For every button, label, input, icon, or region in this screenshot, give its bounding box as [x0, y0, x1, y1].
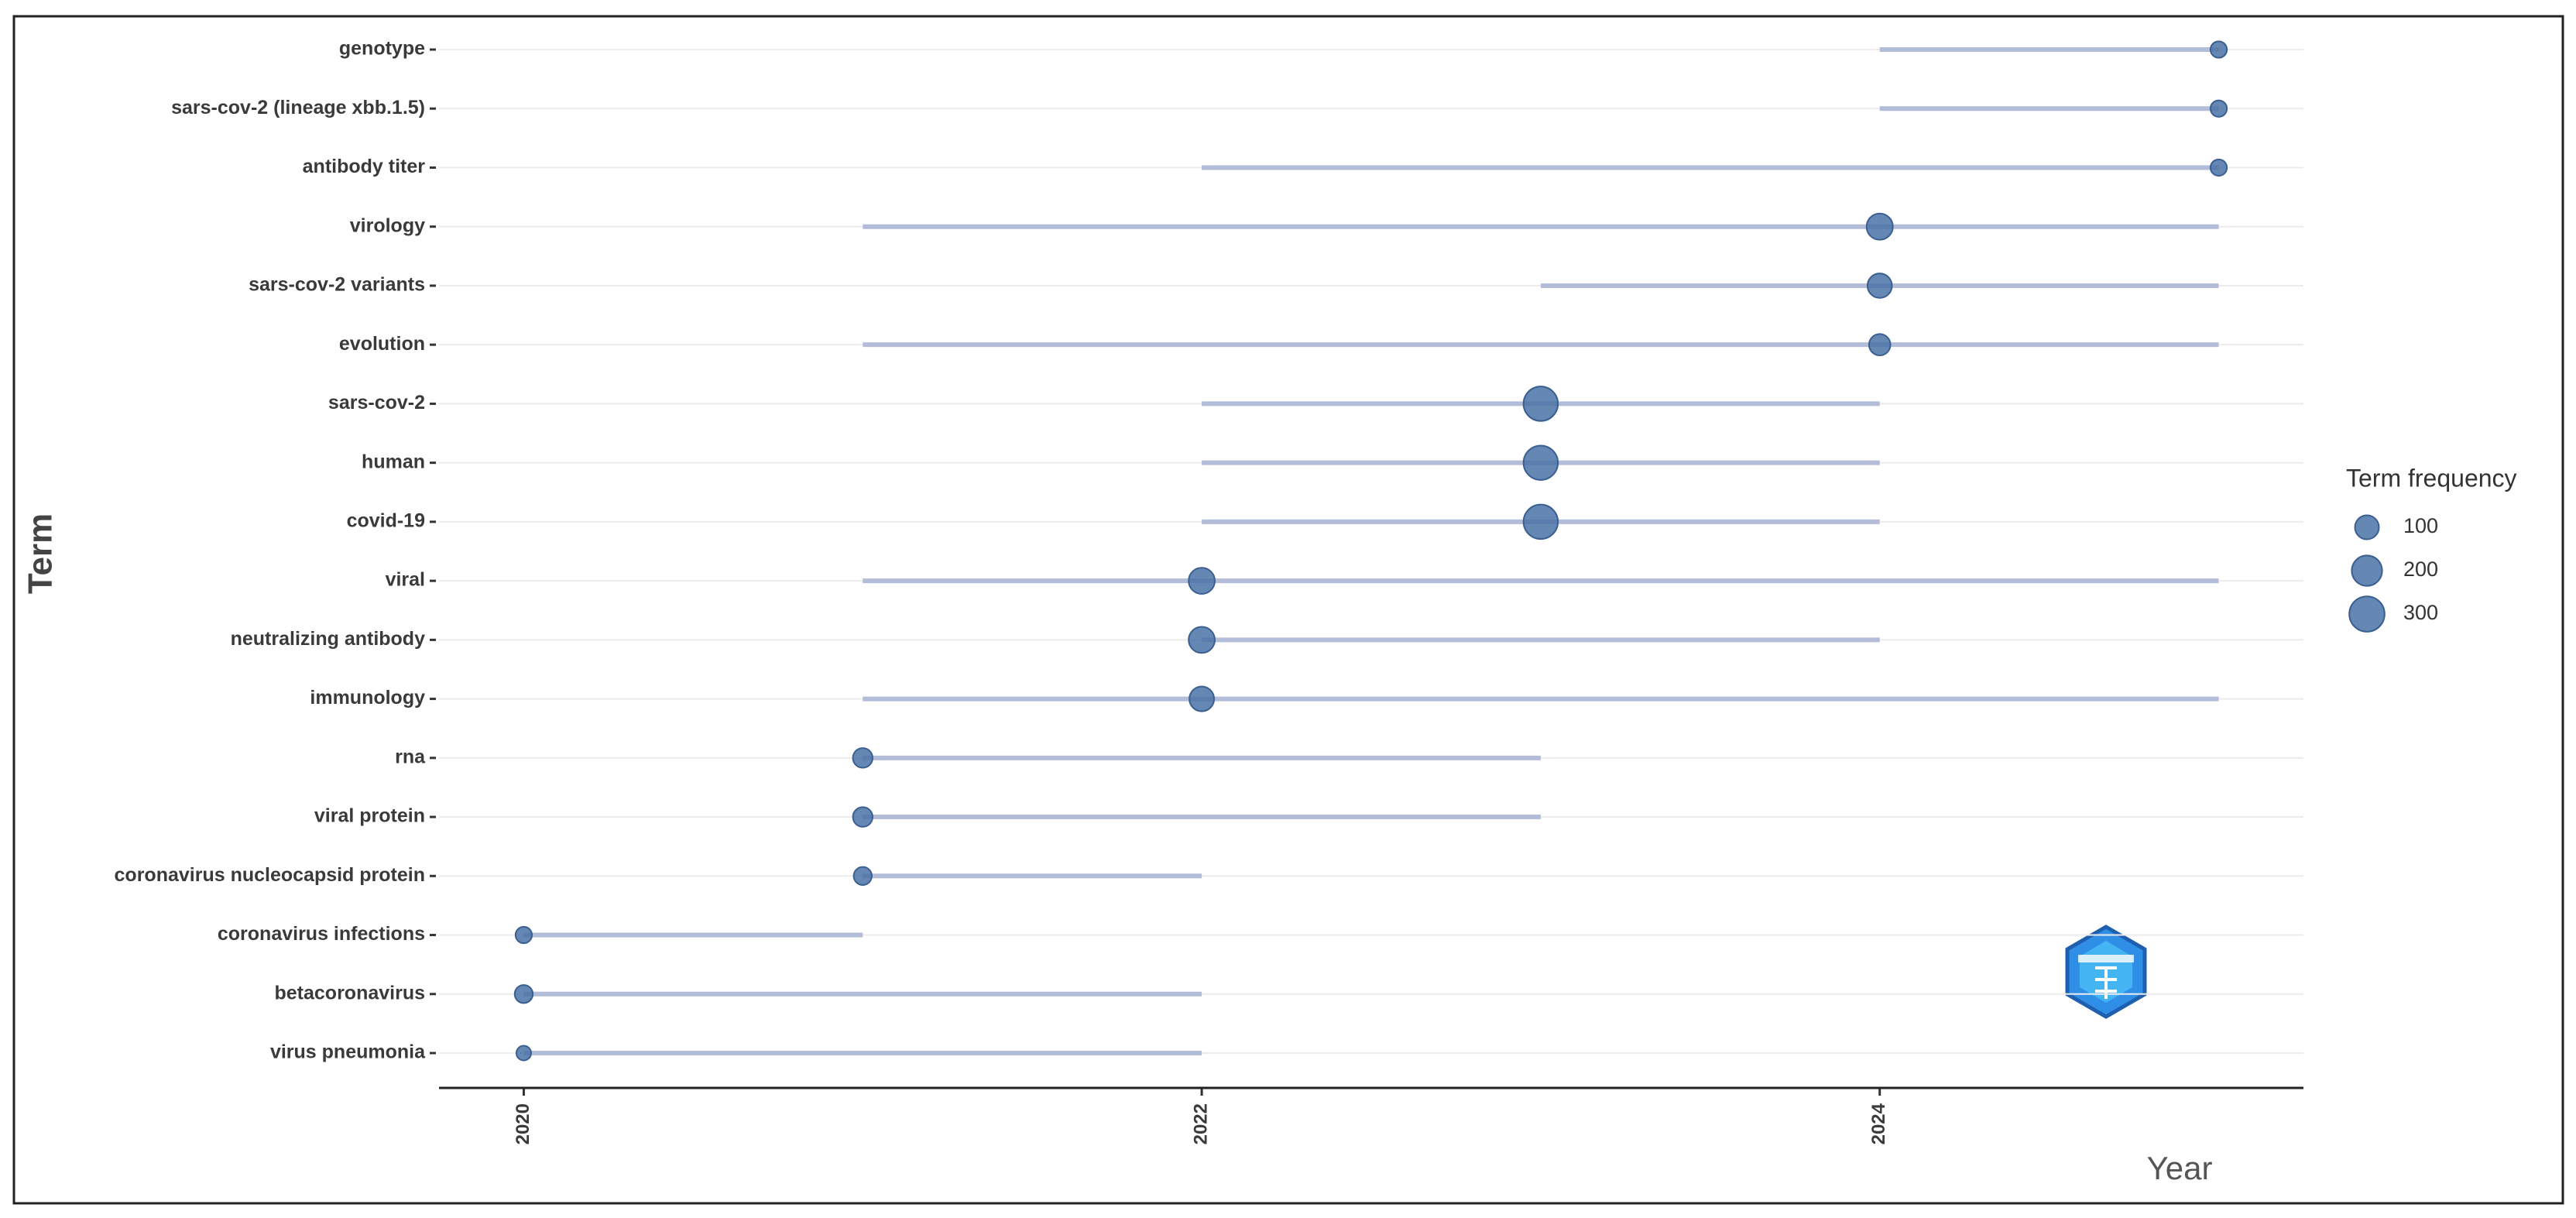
bubble — [2209, 40, 2228, 59]
legend-title: Term frequency — [2346, 464, 2517, 492]
bubble — [1188, 567, 1216, 595]
y-tick-label: virus pneumonia — [270, 1041, 426, 1063]
bubble — [852, 747, 873, 769]
x-tick-label: 2020 — [513, 1103, 533, 1144]
x-axis-title: Year — [2147, 1150, 2213, 1186]
bubble — [515, 1045, 532, 1062]
bubble — [1522, 386, 1559, 422]
logo — [2065, 925, 2147, 1019]
y-tick-label: coronavirus nucleocapsid protein — [115, 864, 425, 886]
y-tick-label: rna — [395, 746, 426, 767]
y-tick-label: viral protein — [314, 805, 425, 827]
y-tick-label: genotype — [339, 38, 425, 60]
y-tick-label: immunology — [310, 687, 425, 708]
legend-bubble — [2351, 554, 2383, 587]
bubble — [1866, 273, 1893, 299]
bubble — [1522, 503, 1559, 540]
bubble — [513, 984, 534, 1004]
y-tick-label: sars-cov-2 — [328, 392, 425, 413]
legend-label: 100 — [2403, 514, 2438, 537]
legend-label: 300 — [2403, 601, 2438, 624]
y-tick-label: covid-19 — [347, 510, 425, 531]
y-axis-title: Term — [22, 513, 60, 594]
y-tick-label: human — [362, 451, 425, 472]
bubble — [852, 806, 873, 828]
bubble — [2209, 99, 2228, 118]
x-tick-label: 2024 — [1868, 1103, 1889, 1144]
bubble — [2209, 158, 2228, 177]
y-tick-label: neutralizing antibody — [231, 628, 425, 650]
legend-label: 200 — [2403, 558, 2438, 581]
y-tick-label: viral — [386, 569, 425, 591]
x-tick-label: 2022 — [1190, 1103, 1211, 1144]
bubble — [514, 925, 533, 945]
y-tick-label: virology — [350, 214, 425, 236]
y-tick-label: sars-cov-2 (lineage xbb.1.5) — [171, 97, 425, 118]
bubble — [1865, 212, 1894, 241]
y-tick-label: coronavirus infections — [218, 923, 425, 945]
frame — [12, 15, 2564, 1205]
bubble — [1189, 685, 1216, 712]
bubble — [1868, 333, 1892, 356]
y-tick-label: antibody titer — [303, 156, 426, 177]
y-tick-label: betacoronavirus — [274, 982, 425, 1004]
legend-bubble — [2354, 514, 2380, 540]
bubble — [1522, 444, 1559, 481]
bubble — [852, 866, 873, 886]
y-tick-label: sars-cov-2 variants — [249, 274, 425, 296]
legend-bubble — [2348, 595, 2386, 633]
y-tick-label: evolution — [339, 333, 425, 355]
bubble — [1188, 626, 1216, 654]
